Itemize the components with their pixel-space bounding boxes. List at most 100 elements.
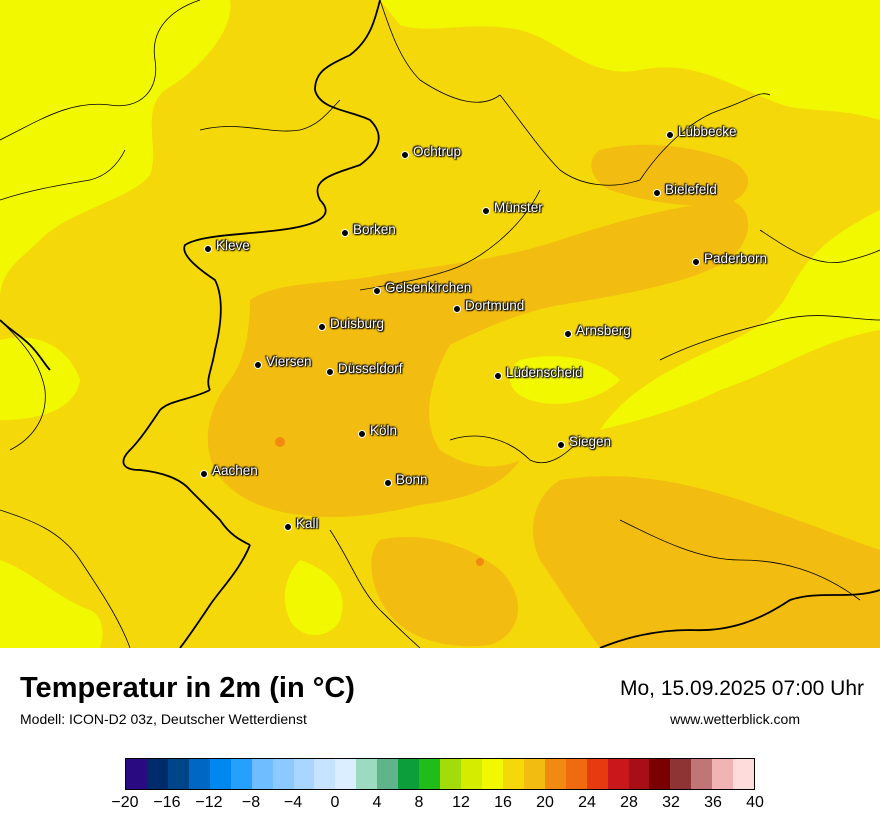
city-label: Gelsenkirchen bbox=[385, 280, 472, 295]
city-dot-icon bbox=[384, 479, 392, 487]
legend-tick-label: 40 bbox=[746, 794, 764, 811]
color-scale-ticks: −20 −16 −12 −8 −4 0 4 8 12 16 20 24 28 32 36 40 bbox=[111, 794, 763, 816]
cool-area-northwest bbox=[0, 0, 231, 300]
city-dot-icon bbox=[254, 361, 262, 369]
legend-swatch bbox=[272, 759, 294, 789]
district-border-line bbox=[379, 0, 501, 103]
city-dot-icon bbox=[318, 323, 326, 331]
legend-swatch bbox=[649, 759, 671, 789]
city-label: Münster bbox=[494, 200, 543, 215]
legend-tick-label: −20 bbox=[111, 794, 139, 811]
warm-area-bielefeld bbox=[591, 144, 749, 206]
legend-swatch bbox=[440, 759, 461, 789]
state-border-line bbox=[599, 589, 880, 648]
district-border-line bbox=[329, 529, 421, 648]
legend-swatch bbox=[126, 759, 147, 789]
legend-swatch bbox=[293, 759, 315, 789]
state-border-line bbox=[122, 389, 251, 546]
legend-swatch bbox=[398, 759, 420, 789]
legend-swatch bbox=[419, 759, 441, 789]
city-dot-icon bbox=[200, 470, 208, 478]
website-link[interactable]: www.wetterblick.com bbox=[670, 711, 800, 727]
city-dot-icon bbox=[692, 258, 700, 266]
legend-swatch bbox=[461, 759, 482, 789]
legend-swatch bbox=[565, 759, 587, 789]
hot-spot-cologne bbox=[275, 437, 285, 447]
city-label: Lüdenscheid bbox=[506, 365, 583, 380]
city-label: Bielefeld bbox=[665, 182, 717, 197]
district-border-line bbox=[619, 519, 861, 601]
legend-swatch bbox=[481, 759, 503, 789]
legend-tick-label: 0 bbox=[330, 794, 340, 811]
legend-swatch bbox=[314, 759, 336, 789]
district-border-line bbox=[0, 149, 126, 201]
warm-area-southeast bbox=[532, 476, 880, 648]
city-dot-icon bbox=[401, 151, 409, 159]
city-label: Bonn bbox=[396, 472, 428, 487]
state-border-line bbox=[179, 544, 251, 648]
legend-swatch bbox=[628, 759, 650, 789]
legend-swatch bbox=[712, 759, 734, 789]
map-footer: Temperatur in 2m (in °C) Modell: ICON-D2… bbox=[0, 648, 880, 830]
legend-tick-label: 16 bbox=[494, 794, 512, 811]
map-title: Temperatur in 2m (in °C) bbox=[20, 672, 355, 704]
legend-swatch bbox=[544, 759, 566, 789]
city-dot-icon bbox=[341, 229, 349, 237]
district-border-line bbox=[449, 435, 581, 464]
city-dot-icon bbox=[564, 330, 572, 338]
legend-tick-label: 24 bbox=[578, 794, 596, 811]
forecast-datetime: Mo, 15.09.2025 07:00 Uhr bbox=[619, 677, 864, 700]
cool-area-west bbox=[0, 337, 80, 420]
cool-area-south bbox=[284, 560, 343, 635]
city-dot-icon bbox=[557, 441, 565, 449]
legend-tick-label: −4 bbox=[283, 794, 303, 811]
legend-swatch bbox=[230, 759, 252, 789]
city-dot-icon bbox=[326, 368, 334, 376]
legend-swatch bbox=[670, 759, 692, 789]
city-label: Viersen bbox=[266, 354, 312, 369]
legend-swatch bbox=[607, 759, 629, 789]
model-source: Modell: ICON-D2 03z, Deutscher Wetterdie… bbox=[20, 711, 307, 727]
color-scale-legend bbox=[125, 758, 755, 790]
legend-swatch bbox=[377, 759, 399, 789]
city-label: Aachen bbox=[212, 463, 258, 478]
legend-swatch bbox=[251, 759, 273, 789]
district-border-line bbox=[359, 189, 541, 291]
legend-swatch bbox=[691, 759, 713, 789]
legend-tick-label: 36 bbox=[704, 794, 722, 811]
district-border-line bbox=[759, 229, 880, 264]
district-border-line bbox=[639, 93, 771, 181]
legend-swatch bbox=[209, 759, 231, 789]
district-border-line bbox=[0, 0, 201, 141]
legend-tick-label: 32 bbox=[662, 794, 680, 811]
city-dot-icon bbox=[373, 287, 381, 295]
legend-swatch bbox=[146, 759, 168, 789]
city-label: Borken bbox=[353, 222, 396, 237]
legend-tick-label: 28 bbox=[620, 794, 638, 811]
city-dot-icon bbox=[204, 245, 212, 253]
legend-swatch bbox=[335, 759, 357, 789]
legend-swatch bbox=[523, 759, 545, 789]
city-label: Kleve bbox=[216, 238, 250, 253]
legend-swatch bbox=[188, 759, 210, 789]
cool-area-center bbox=[509, 356, 620, 404]
legend-tick-label: 4 bbox=[372, 794, 382, 811]
legend-swatch bbox=[586, 759, 608, 789]
cool-area-north bbox=[380, 0, 880, 120]
city-dot-icon bbox=[284, 523, 292, 531]
state-border-line bbox=[0, 319, 51, 371]
city-dot-icon bbox=[653, 189, 661, 197]
city-label: Paderborn bbox=[704, 251, 768, 266]
legend-tick-label: 8 bbox=[414, 794, 424, 811]
legend-tick-label: 20 bbox=[536, 794, 554, 811]
legend-tick-label: −12 bbox=[195, 794, 223, 811]
legend-swatch bbox=[356, 759, 378, 789]
district-borders bbox=[0, 0, 880, 648]
legend-tick-label: −16 bbox=[153, 794, 181, 811]
state-border-line bbox=[183, 0, 381, 391]
district-border-line bbox=[659, 315, 880, 361]
cool-area-east bbox=[600, 210, 880, 430]
legend-tick-label: −8 bbox=[241, 794, 261, 811]
cool-area-southwest bbox=[0, 560, 103, 648]
district-border-line bbox=[199, 99, 341, 132]
